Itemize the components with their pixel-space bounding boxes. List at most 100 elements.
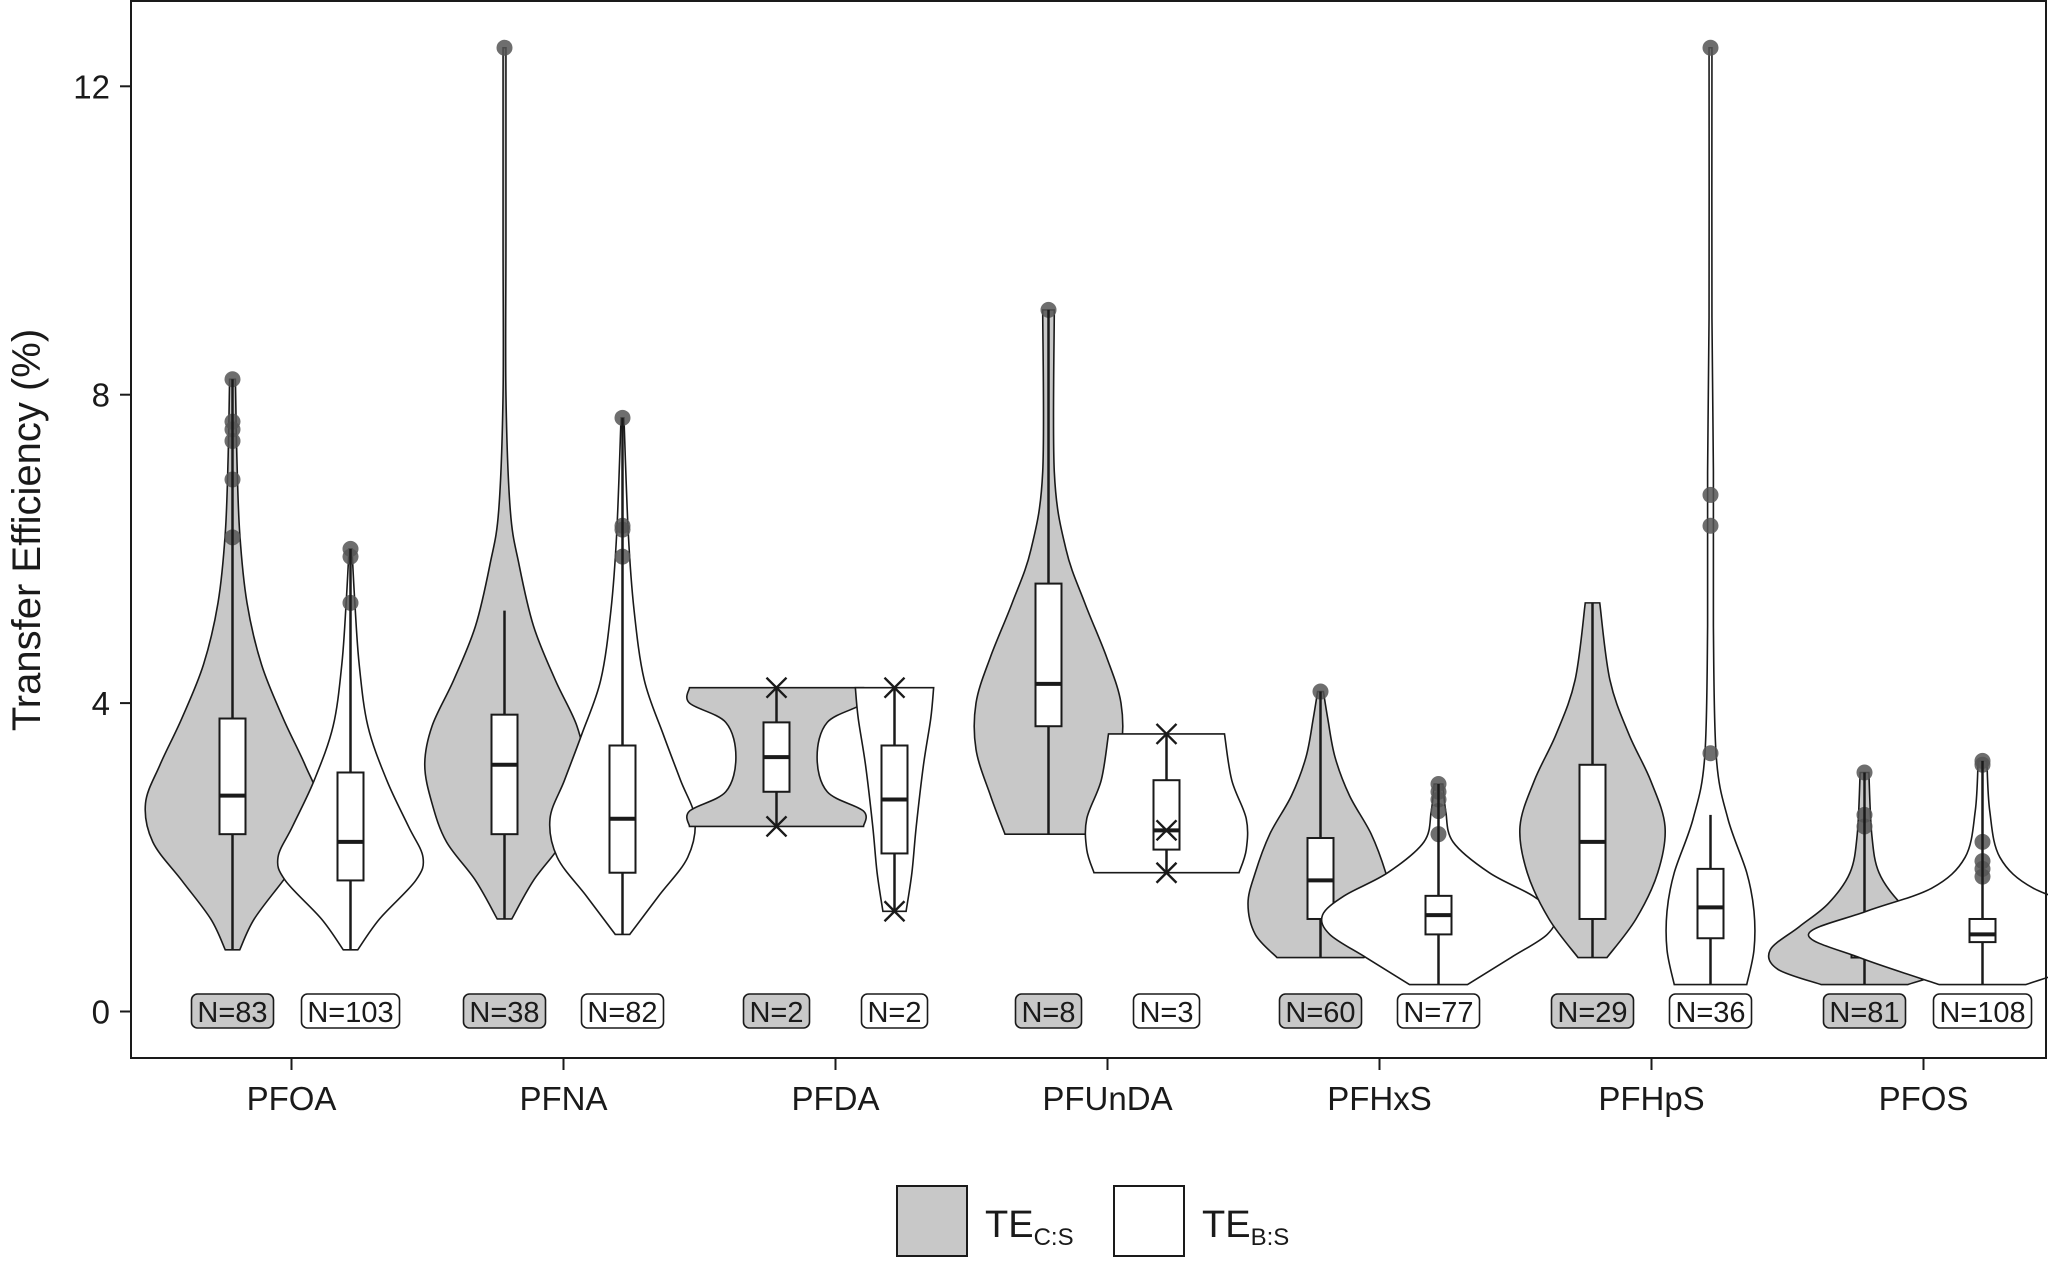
cross-marker [883,900,906,923]
violin-group-pfunda-tecs: N=8 [973,301,1124,1029]
n-label-text: N=103 [307,997,393,1029]
cross-stroke [883,900,906,923]
n-label-text: N=108 [1939,997,2025,1029]
n-label: N=103 [300,993,401,1029]
n-label: N=2 [860,993,929,1029]
plot-panel-border [130,0,2047,1059]
n-label: N=2 [742,993,811,1029]
x-tick-label: PFUnDA [1042,1080,1172,1117]
violin-group-pfhxs-tebs: N=77 [1320,776,1557,1029]
cross-marker [765,815,788,838]
n-label-box [1132,993,1201,1029]
violin-group-pfda-tecs: N=2 [686,676,867,1029]
n-label: N=82 [580,993,665,1029]
y-tick-label: 8 [92,377,110,414]
violin-group-pfoa-tebs: N=103 [276,540,425,1029]
legend-swatch [1113,1185,1185,1257]
n-label-text: N=8 [1021,997,1075,1029]
outlier-point [1702,517,1719,534]
legend-label: TEC:S [985,1204,1074,1251]
cross-marker [1155,723,1178,745]
cross-stroke [1155,861,1178,884]
y-tick-label: 12 [73,68,110,105]
legend-item: TEB:S [1113,1185,1289,1257]
legend-label: TEB:S [1202,1204,1289,1251]
n-label-text: N=82 [587,997,657,1029]
outlier-point [1702,745,1719,762]
violin-group-pfda-tebs: N=2 [854,676,935,1029]
n-label-box [300,993,401,1029]
n-label-text: N=2 [867,997,921,1029]
n-label-box [1396,993,1481,1029]
cross-marker [1155,861,1178,884]
n-label-text: N=38 [469,997,539,1029]
plot-area: N=83 N=103 N=38 N=82 N=2 N=2 N=8 N=3 N=60 N=77 N=2… [144,39,2048,1029]
x-tick-label: PFOA [247,1080,337,1117]
n-label-box [1278,993,1363,1029]
box-iqr [490,713,519,836]
legend-label-subscript: B:S [1251,1224,1290,1251]
cross-marker [883,676,906,699]
cross-stroke [1155,819,1178,842]
n-label: N=81 [1822,993,1907,1029]
cross-marker [1155,819,1178,842]
n-label-text: N=83 [197,997,267,1029]
n-label-text: N=60 [1285,997,1355,1029]
n-label: N=108 [1932,993,2033,1029]
violin-group-pfoa-tecs: N=83 [144,371,321,1029]
cross-marker [765,676,788,699]
box-iqr [1696,867,1725,940]
cross-stroke [883,676,906,699]
legend-swatch [896,1185,968,1257]
n-label: N=83 [190,993,275,1029]
violin-group-pfhxs-tecs: N=60 [1247,683,1394,1029]
violin-shape [1807,760,2048,986]
n-label: N=3 [1132,993,1201,1029]
box-iqr [218,717,247,836]
axes: 0 4 8 12 PFOA PFNA PFDA PFUnDA PFHxS PFHpS PFOS [73,68,1968,1117]
legend-item: TEC:S [896,1185,1074,1257]
box-iqr [608,744,637,874]
n-label-box [580,993,665,1029]
legend-label-subscript: C:S [1034,1224,1074,1251]
violin-group-pfhps-tebs: N=36 [1665,39,1756,1029]
legend-label-main: TE [1202,1204,1251,1246]
n-label-box [860,993,929,1029]
n-label-box [742,993,811,1029]
n-label: N=60 [1278,993,1363,1029]
n-label-text: N=2 [749,997,803,1029]
n-label-box [190,993,275,1029]
n-label-text: N=3 [1139,997,1193,1029]
y-tick-label: 0 [92,994,110,1031]
n-label-text: N=81 [1829,997,1899,1029]
n-label-box [1932,993,2033,1029]
y-axis-title: Transfer Efficiency (%) [5,329,49,731]
box-iqr [1034,582,1063,728]
n-label-box [1668,993,1753,1029]
box-iqr [1968,917,1997,944]
x-tick-label: PFNA [519,1080,607,1117]
violin-group-pfos-tebs: N=108 [1807,752,2048,1029]
x-tick-label: PFOS [1879,1080,1969,1117]
n-label-text: N=36 [1675,997,1745,1029]
x-tick-label: PFDA [791,1080,879,1117]
n-label-box [1822,993,1907,1029]
cross-stroke [765,815,788,838]
outlier-point [1702,486,1719,503]
n-label: N=38 [462,993,547,1029]
n-label-box [1550,993,1635,1029]
box-iqr [336,771,365,882]
legend: TEC:S TEB:S [896,1185,1289,1257]
outlier-point [496,39,513,56]
n-label: N=29 [1550,993,1635,1029]
y-tick-label: 4 [92,685,110,722]
outlier-point [1702,39,1719,56]
violin-group-pfunda-tebs: N=3 [1084,723,1249,1029]
n-label-text: N=29 [1557,997,1627,1029]
n-label-box [462,993,547,1029]
x-tick-label: PFHxS [1327,1080,1432,1117]
legend-label-main: TE [985,1204,1034,1246]
n-label-box [1014,993,1083,1029]
violin-group-pfna-tecs: N=38 [423,39,586,1029]
